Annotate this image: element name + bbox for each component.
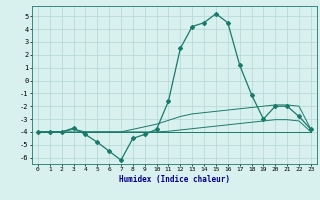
X-axis label: Humidex (Indice chaleur): Humidex (Indice chaleur) [119,175,230,184]
